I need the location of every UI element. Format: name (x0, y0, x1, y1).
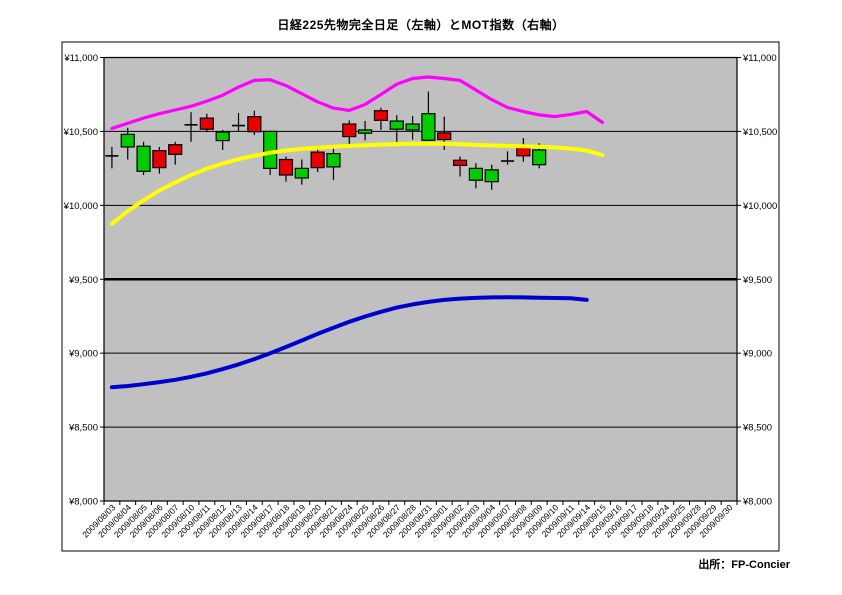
candle-body (452, 159, 468, 167)
candle-body (136, 145, 151, 172)
candle-body (358, 129, 373, 134)
candle-body (405, 123, 420, 131)
right-axis-tick-label: ¥9,500 (742, 275, 772, 286)
left-axis-tick-label: ¥9,000 (68, 349, 98, 360)
gridlines (104, 130, 737, 428)
chart-title: 日経225先物完全日足（左軸）とMOT指数（右軸） (277, 18, 565, 32)
candle-body (247, 116, 262, 133)
left-axis-tick-label: ¥10,000 (63, 201, 98, 212)
right-axis-tick-label: ¥9,000 (742, 349, 772, 360)
upper-band-magenta-line (110, 75, 605, 131)
lower-ma-yellow-line (109, 141, 605, 226)
candle-body (373, 110, 389, 121)
candle-body (215, 131, 230, 142)
candle-body (468, 167, 483, 181)
left-axis-tick-label: ¥8,000 (68, 497, 98, 508)
candle-body (501, 160, 515, 162)
right-axis-tick-label: ¥8,000 (742, 497, 772, 508)
right-axis-tick-label: ¥10,000 (742, 201, 777, 212)
candle-body (232, 124, 246, 127)
candle-body (342, 123, 357, 138)
candle-body (326, 152, 341, 168)
left-axis-tick-label: ¥10,500 (63, 127, 98, 138)
candle-body (278, 158, 294, 176)
source-attribution: 出所：FP-Concier (698, 559, 790, 571)
candle-body (484, 169, 499, 183)
candle-body (120, 133, 135, 148)
candle-body (294, 167, 309, 179)
right-axis-tick-label: ¥10,500 (742, 127, 777, 138)
candle-body (199, 117, 214, 130)
left-axis-labels: ¥11,000 ¥10,500 ¥10,000 ¥9,500 ¥9,000 ¥8,500 ¥… (63, 53, 104, 508)
candle-body (152, 150, 167, 169)
right-axis-tick-label: ¥8,500 (742, 423, 772, 434)
left-axis-tick-label: ¥8,500 (68, 423, 98, 434)
candle-body (263, 130, 278, 169)
candle-body (310, 151, 325, 169)
candle-body (184, 124, 198, 126)
mot-index-blue-line (109, 295, 589, 390)
candle-body (389, 120, 404, 130)
candle-body (105, 155, 119, 157)
candle-body (437, 132, 452, 141)
right-axis-tick-label: ¥11,000 (742, 53, 777, 64)
candle-body (421, 113, 436, 141)
left-axis-tick-label: ¥11,000 (63, 53, 98, 64)
right-axis-labels: ¥11,000 ¥10,500 ¥10,000 ¥9,500 ¥9,000 ¥8,500 ¥… (737, 53, 777, 508)
candle-body (168, 144, 183, 155)
left-axis-tick-label: ¥9,500 (68, 275, 98, 286)
candlestick-series (105, 91, 547, 190)
candle-body (532, 149, 547, 166)
